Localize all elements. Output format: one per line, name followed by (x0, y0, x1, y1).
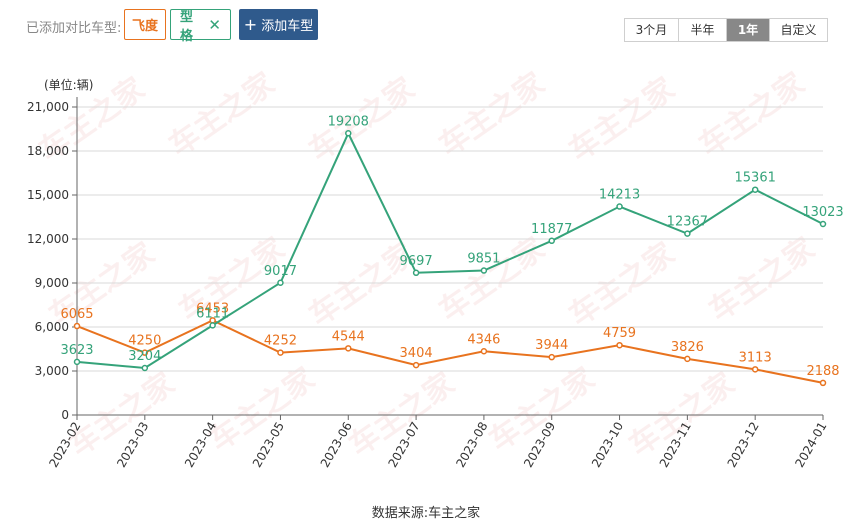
data-label: 4250 (128, 334, 161, 349)
data-point (548, 353, 555, 361)
series-line (76, 319, 824, 384)
y-tick-label: 0 (61, 408, 69, 422)
model-chip-label: 型格 (180, 9, 194, 44)
range-custom[interactable]: 自定义 (770, 19, 827, 41)
data-label: 4252 (264, 334, 297, 349)
x-tick-label: 2023-05 (250, 420, 287, 470)
data-point (277, 349, 284, 356)
data-point (751, 366, 759, 373)
unit-label: (单位:辆) (44, 78, 94, 92)
plus-icon: + (243, 14, 258, 34)
add-model-label: 添加车型 (261, 19, 314, 34)
data-label: 19208 (328, 114, 369, 129)
data-label: 3113 (739, 350, 772, 365)
x-tick-label: 2023-06 (318, 420, 355, 470)
data-label: 11877 (531, 222, 572, 237)
data-label: 4544 (332, 329, 365, 344)
grid-lines (77, 106, 823, 372)
model-chip-zr-v[interactable]: 型格 ✕ (170, 9, 231, 44)
data-label: 15361 (735, 171, 776, 186)
data-point (345, 130, 352, 137)
data-point (141, 364, 149, 372)
data-point (412, 361, 420, 369)
data-point (277, 279, 284, 287)
y-tick-label: 6,000 (35, 320, 69, 334)
y-tick-label: 21,000 (27, 100, 69, 114)
time-range-selector: 3个月 半年 1年 自定义 (624, 18, 828, 42)
data-label: 3623 (60, 343, 93, 358)
series-line (76, 130, 824, 370)
range-1-year[interactable]: 1年 (727, 19, 770, 41)
sales-line-chart: 0 3,000 6,000 9,000 12,000 15,000 18,000 21,000… (27, 97, 844, 470)
data-label: 6453 (196, 301, 229, 316)
data-label: 2188 (806, 364, 839, 379)
series (73, 130, 827, 387)
data-point (141, 349, 149, 356)
x-tick-label: 2023-10 (589, 420, 626, 470)
data-point (480, 267, 488, 274)
x-tick-label: 2023-11 (657, 420, 694, 470)
data-point (412, 269, 420, 277)
y-tick-label: 15,000 (27, 188, 69, 202)
compare-label: 已添加对比车型: (26, 21, 122, 36)
data-point (616, 341, 623, 349)
data-point (73, 322, 81, 330)
data-label: 3944 (535, 338, 568, 353)
x-tick-label: 2023-08 (453, 419, 490, 469)
x-tick-label: 2023-03 (114, 420, 151, 470)
data-point (819, 220, 827, 228)
data-label: 4346 (467, 332, 500, 347)
y-tick-label: 3,000 (35, 364, 69, 378)
x-tick-label: 2024-01 (792, 420, 829, 470)
range-half-year[interactable]: 半年 (679, 19, 727, 41)
data-point (684, 355, 691, 363)
y-tick-label: 12,000 (27, 232, 69, 246)
model-chip-label: 飞度 (131, 19, 158, 34)
data-label: 14213 (599, 188, 640, 203)
data-label: 3204 (128, 349, 161, 364)
x-tick-label: 2023-12 (725, 420, 762, 470)
data-point (209, 322, 216, 329)
data-point (616, 203, 623, 210)
data-label: 9017 (264, 264, 297, 279)
data-source: 数据来源:车主之家 (371, 506, 481, 521)
y-tick-label: 18,000 (27, 144, 69, 158)
data-labels: 6065 4250 6453 4252 4544 3404 4346 3944 4759 3826… (60, 114, 843, 379)
data-point (480, 348, 488, 355)
data-label: 6065 (60, 307, 93, 322)
range-3-months[interactable]: 3个月 (625, 19, 679, 41)
data-label: 12367 (667, 215, 708, 230)
data-label: 6111 (196, 306, 229, 321)
close-icon[interactable]: ✕ (208, 15, 221, 34)
y-tick-label: 9,000 (35, 276, 69, 290)
data-label: 3826 (671, 340, 704, 355)
data-point (345, 345, 352, 352)
model-chip-fit[interactable]: 飞度 (124, 9, 166, 40)
data-point (751, 186, 759, 193)
data-point (684, 230, 691, 237)
data-point (548, 237, 555, 245)
x-tick-label: 2023-07 (385, 420, 422, 470)
data-label: 4759 (603, 326, 636, 341)
x-tick-label: 2023-09 (521, 420, 558, 470)
x-tick-label: 2023-02 (46, 420, 83, 470)
data-point (819, 379, 827, 387)
x-tick-label: 2023-04 (182, 420, 219, 470)
toolbar: 已添加对比车型: 飞度 型格 ✕ + 添加车型 3个月 半年 1年 自定义 (0, 0, 852, 44)
data-label: 13023 (802, 205, 843, 220)
add-model-button[interactable]: + 添加车型 (239, 9, 318, 40)
data-label: 9697 (400, 254, 433, 269)
data-point (73, 358, 81, 366)
data-label: 9851 (467, 252, 500, 267)
data-label: 3404 (400, 346, 433, 361)
